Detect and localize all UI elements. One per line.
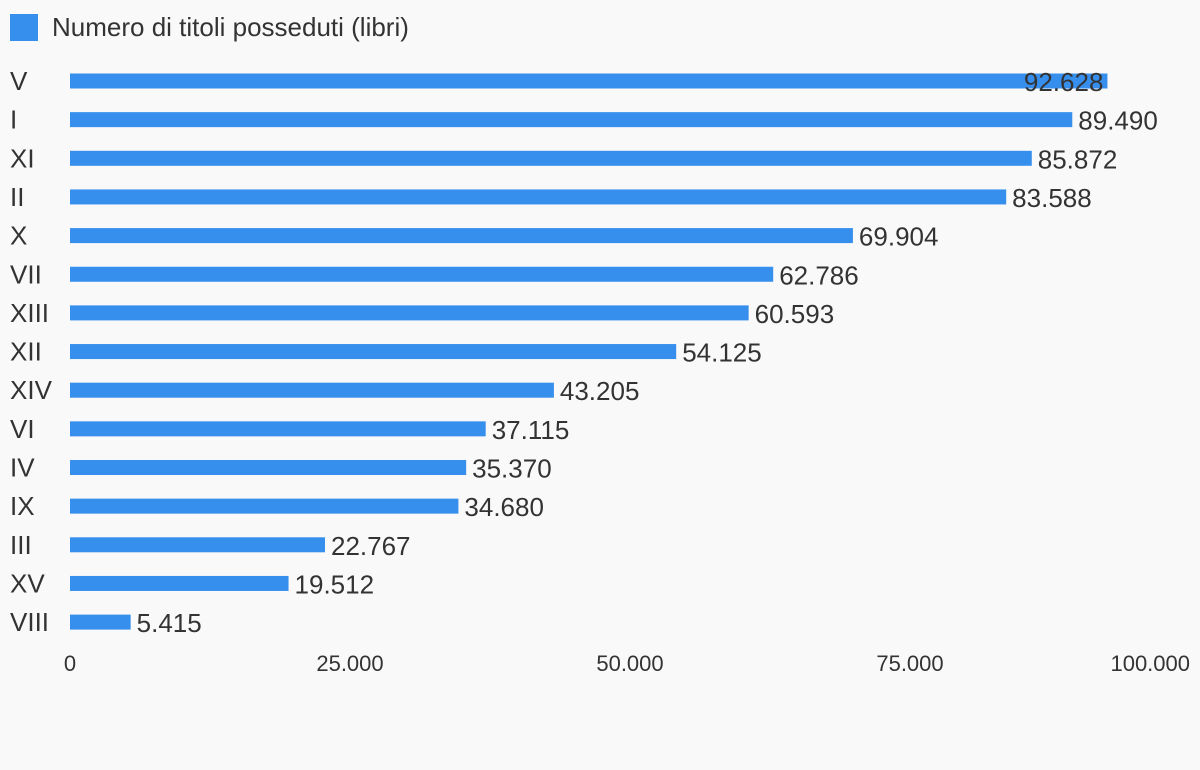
x-tick-label: 100.000 [1110, 651, 1190, 676]
bar[interactable] [70, 575, 289, 591]
category-label: IX [10, 491, 35, 521]
bar[interactable] [70, 421, 486, 437]
value-label: 62.786 [779, 260, 859, 290]
category-label: I [10, 105, 17, 135]
value-label: 92.628 [1024, 67, 1104, 97]
category-label: XII [10, 337, 42, 367]
category-label: X [10, 221, 27, 251]
value-label: 19.512 [295, 569, 375, 599]
bar[interactable] [70, 228, 853, 244]
category-label: V [10, 66, 28, 96]
bar[interactable] [70, 73, 1108, 89]
legend-swatch [10, 13, 38, 41]
x-tick-label: 0 [64, 651, 76, 676]
value-label: 35.370 [472, 454, 552, 484]
bar[interactable] [70, 189, 1007, 205]
value-label: 60.593 [755, 299, 835, 329]
x-tick-label: 50.000 [596, 651, 663, 676]
value-label: 22.767 [331, 531, 411, 561]
category-label: XIII [10, 298, 49, 328]
x-tick-label: 25.000 [316, 651, 383, 676]
legend: Numero di titoli posseduti (libri) [10, 10, 409, 44]
legend-label: Numero di titoli posseduti (libri) [52, 12, 409, 42]
value-label: 34.680 [464, 492, 544, 522]
value-label: 54.125 [682, 338, 762, 368]
category-label: VI [10, 414, 35, 444]
category-label: VIII [10, 607, 49, 637]
category-label: XI [10, 143, 35, 173]
bar[interactable] [70, 614, 131, 630]
value-label: 69.904 [859, 222, 939, 252]
category-label: IV [10, 453, 35, 483]
bar[interactable] [70, 498, 459, 514]
bar[interactable] [70, 537, 325, 553]
bar[interactable] [70, 112, 1073, 128]
bar[interactable] [70, 460, 467, 475]
value-label: 85.872 [1038, 144, 1118, 174]
bar[interactable] [70, 344, 677, 360]
value-label: 37.115 [492, 415, 570, 445]
category-label: XV [10, 568, 45, 598]
x-tick-label: 75.000 [876, 651, 943, 676]
value-label: 43.205 [560, 376, 640, 406]
value-label: 83.588 [1012, 183, 1092, 213]
bar[interactable] [70, 382, 554, 398]
category-label: II [10, 182, 24, 212]
category-label: III [10, 530, 32, 560]
bar[interactable] [70, 305, 749, 321]
bar[interactable] [70, 150, 1032, 166]
value-label: 5.415 [137, 608, 202, 638]
value-label: 89.490 [1078, 106, 1158, 136]
category-label: VII [10, 259, 42, 289]
category-label: XIV [10, 375, 53, 405]
bar[interactable] [70, 266, 774, 282]
